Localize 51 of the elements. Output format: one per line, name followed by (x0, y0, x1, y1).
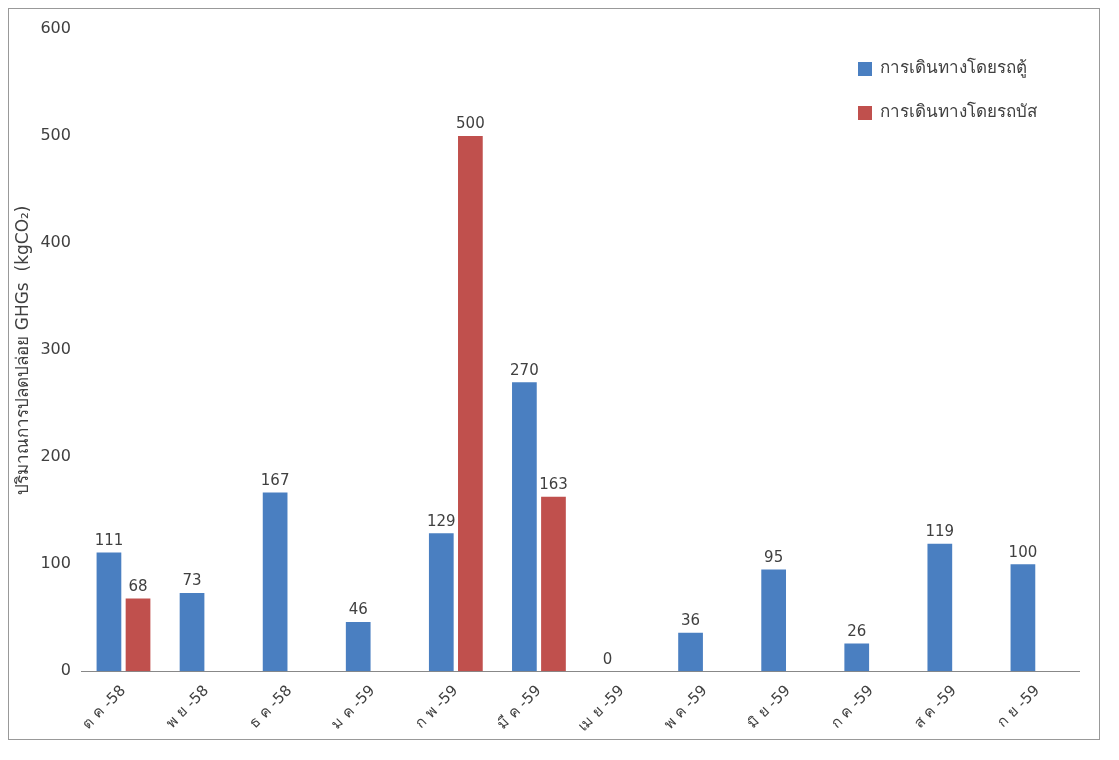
bar (761, 569, 787, 672)
bar (428, 533, 454, 672)
data-label: 129 (426, 511, 456, 530)
data-label: 46 (348, 600, 368, 619)
bar (541, 496, 566, 672)
y-tick-label: 100 (40, 553, 71, 573)
data-label: 119 (925, 522, 955, 541)
data-label: 0 (602, 649, 613, 668)
data-label: 68 (128, 576, 148, 595)
bar (458, 136, 483, 672)
bar (125, 598, 151, 672)
bar (844, 643, 870, 672)
y-tick-label: 300 (40, 339, 71, 359)
data-label: 163 (539, 475, 568, 494)
x-tick-label: พ ค -59 (659, 681, 711, 733)
bar (262, 492, 288, 672)
x-tick-label: พ ย -58 (161, 681, 213, 732)
data-label: 73 (182, 571, 202, 590)
x-tick-label: ม ค -59 (327, 681, 379, 733)
data-label: 270 (510, 360, 539, 379)
bar (927, 543, 953, 672)
x-tick-label: ก พ -59 (411, 681, 462, 732)
bar (678, 632, 703, 672)
x-tick-label: เม ย -59 (573, 681, 628, 736)
bar (512, 382, 537, 672)
x-tick-label: ก ย -59 (993, 681, 1044, 731)
bar (1010, 564, 1036, 672)
legend-label: การเดินทางโดยรถบัส (880, 101, 1038, 122)
y-tick-label: 500 (40, 125, 71, 145)
bar (345, 622, 371, 672)
bar (179, 593, 205, 672)
data-label: 26 (847, 621, 867, 640)
data-label: 95 (764, 547, 784, 566)
data-label: 111 (94, 530, 124, 549)
data-label: 500 (456, 114, 485, 133)
y-tick-label: 0 (60, 660, 71, 680)
legend-label: การเดินทางโดยรถตู้ (880, 57, 1027, 79)
y-tick-label: 200 (40, 446, 71, 466)
y-tick-label: 400 (40, 232, 71, 252)
x-tick-label: ต ค -58 (78, 681, 130, 733)
y-tick-label: 600 (40, 18, 71, 38)
data-label: 100 (1008, 542, 1038, 561)
x-tick-label: ก ค -59 (826, 681, 877, 732)
data-label: 36 (681, 611, 701, 630)
data-label: 167 (260, 470, 290, 489)
x-tick-label: ส ค -59 (909, 681, 960, 732)
x-tick-label: มี ค -59 (493, 681, 545, 733)
y-axis-title: ปริมาณการปลดปล่อย GHGs (kgCO₂) (11, 205, 32, 495)
x-tick-label: ธ ค -58 (245, 681, 296, 732)
bar (96, 552, 122, 672)
x-tick-label: มิ ย -59 (743, 681, 794, 732)
